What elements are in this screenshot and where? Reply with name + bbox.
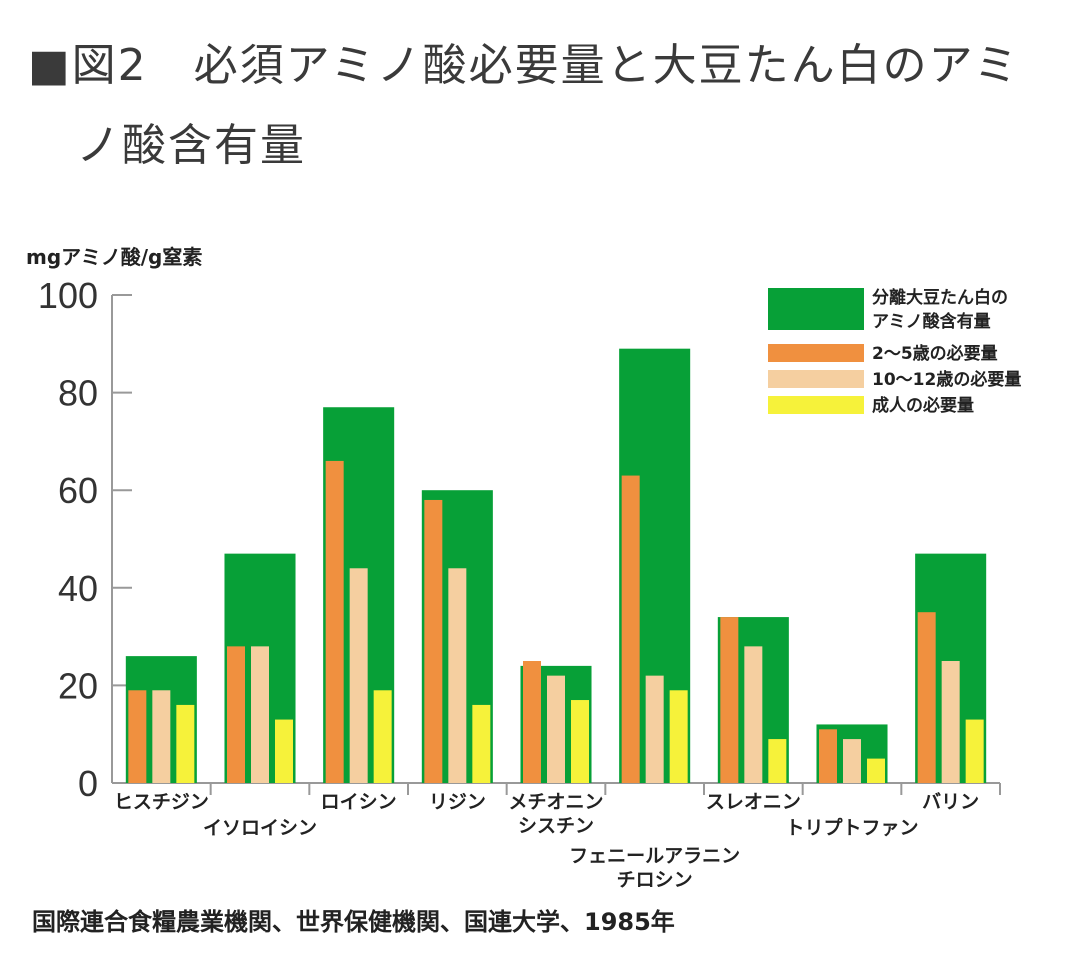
legend-label: 成人の必要量	[872, 395, 974, 416]
x-tick-label: ヒスチジン	[114, 791, 209, 813]
bar-requirement-1	[424, 499, 443, 783]
title-block: ■図2 必須アミノ酸必要量と大豆たん白のアミ ノ酸含有量	[28, 26, 1058, 186]
y-axis-label: mgアミノ酸/g窒素	[26, 245, 202, 269]
x-tick-label: フェニールアラニン	[569, 845, 740, 867]
y-tick-label: 0	[78, 763, 98, 804]
legend-label: 分離大豆たん白の	[872, 287, 1008, 308]
page-title-line-2: ノ酸含有量	[76, 120, 306, 171]
bar-requirement-3	[965, 719, 984, 783]
bar-requirement-2	[941, 661, 960, 783]
legend-swatch	[768, 344, 864, 362]
bar-requirement-2	[547, 675, 565, 783]
x-tick-label: トリプトファン	[785, 816, 918, 839]
y-tick-label: 20	[58, 665, 98, 706]
bar-requirement-3	[472, 704, 491, 783]
bar-requirement-1	[819, 729, 837, 783]
legend-swatch	[768, 288, 864, 330]
bar-requirement-1	[720, 617, 739, 783]
bar-requirement-2	[251, 646, 269, 783]
legend-swatch	[768, 396, 864, 414]
bar-requirement-3	[373, 690, 392, 783]
bar-requirement-3	[867, 758, 885, 783]
x-tick-label: バリン	[922, 791, 979, 813]
bar-requirement-2	[448, 568, 467, 783]
x-tick-label: リジン	[429, 791, 486, 813]
bar-requirement-3	[176, 704, 195, 783]
bar-requirement-3	[768, 739, 787, 783]
legend-label: 2〜5歳の必要量	[872, 343, 998, 364]
x-tick-label: スレオニン	[706, 791, 801, 813]
bar-requirement-3	[669, 690, 688, 783]
bar-requirement-2	[744, 646, 763, 783]
x-tick-label: イソロイシン	[203, 817, 317, 839]
legend-label: 10〜12歳の必要量	[872, 369, 1021, 390]
bar-requirement-1	[128, 690, 147, 783]
bar-requirement-1	[917, 612, 936, 783]
bar-requirement-2	[645, 675, 664, 783]
bar-requirement-1	[621, 475, 640, 783]
x-tick-label: メチオニン	[508, 791, 603, 813]
page-title-line-1: ■図2 必須アミノ酸必要量と大豆たん白のアミ	[28, 40, 1020, 91]
x-tick-label: ロイシン	[321, 791, 397, 813]
bar-requirement-3	[275, 719, 293, 783]
source-note: 国際連合食糧農業機関、世界保健機関、国連大学、1985年	[32, 908, 675, 936]
y-tick-label: 40	[58, 568, 98, 609]
bar-requirement-2	[152, 690, 171, 783]
y-tick-label: 80	[58, 373, 98, 414]
bar-requirement-2	[349, 568, 368, 783]
legend-label: アミノ酸含有量	[872, 311, 991, 332]
bar-requirement-1	[325, 460, 344, 783]
chart-bars	[125, 348, 987, 783]
bar-requirement-3	[571, 700, 589, 783]
x-tick-label: シスチン	[518, 815, 594, 837]
y-tick-label: 60	[58, 470, 98, 511]
y-tick-label: 100	[38, 275, 98, 316]
bar-requirement-2	[843, 739, 861, 783]
x-tick-label: チロシン	[617, 869, 693, 890]
bar-requirement-1	[523, 661, 541, 783]
legend-swatch	[768, 370, 864, 388]
bar-requirement-1	[227, 646, 245, 783]
